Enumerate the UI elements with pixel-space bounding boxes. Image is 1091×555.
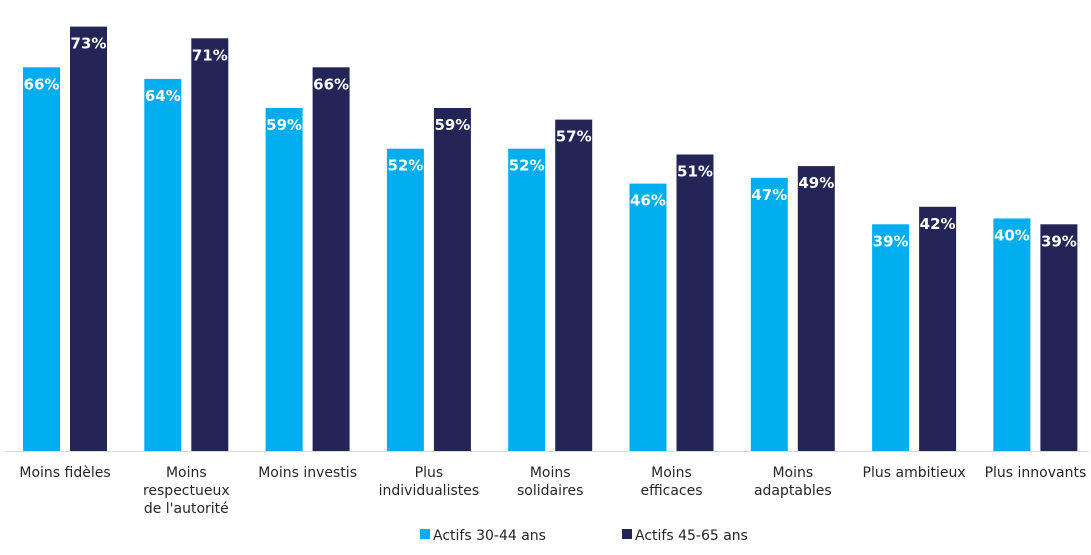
data-label: 39% bbox=[1041, 232, 1077, 250]
data-label: 51% bbox=[677, 163, 713, 181]
category-labels-layer: Moins fidèles Moins respectueux de l'autori… bbox=[19, 465, 1086, 517]
category-label: Moins bbox=[772, 465, 813, 481]
data-label: 71% bbox=[192, 46, 228, 64]
category-label: efficaces bbox=[640, 483, 702, 499]
data-label: 49% bbox=[798, 174, 834, 192]
bar-1-5 bbox=[508, 148, 546, 451]
category-label: Plus innovants bbox=[985, 465, 1087, 481]
bar-1-4 bbox=[386, 148, 424, 451]
legend: Actifs 30-44 ans Actifs 45-65 ans bbox=[420, 528, 748, 544]
value-labels-layer: 66% 73% 64% 71% 59% 66% 52% 59% 52% 57% 46% 51% 47% 4… bbox=[24, 35, 1077, 251]
data-label: 64% bbox=[145, 87, 181, 105]
bar-1-7 bbox=[750, 177, 788, 452]
legend-swatch-2 bbox=[622, 529, 632, 539]
bar-1-2 bbox=[144, 78, 182, 452]
category-label: Moins fidèles bbox=[19, 465, 110, 481]
data-label: 40% bbox=[994, 227, 1030, 245]
legend-label-2: Actifs 45-65 ans bbox=[635, 528, 748, 544]
data-label: 57% bbox=[556, 128, 592, 146]
category-label: adaptables bbox=[754, 483, 832, 499]
bar-1-3 bbox=[265, 108, 303, 451]
bar-2-6 bbox=[676, 154, 714, 451]
legend-label-1: Actifs 30-44 ans bbox=[433, 528, 546, 544]
category-label: Plus bbox=[415, 465, 444, 481]
category-label: individualistes bbox=[379, 483, 480, 499]
bar-2-1 bbox=[70, 26, 107, 451]
data-label: 46% bbox=[630, 192, 666, 210]
bar-2-5 bbox=[555, 119, 593, 451]
category-label: solidaires bbox=[517, 483, 583, 499]
data-label: 52% bbox=[387, 157, 423, 175]
bar-2-2 bbox=[191, 38, 229, 452]
legend-swatch-1 bbox=[420, 529, 430, 539]
category-label: Plus ambitieux bbox=[863, 465, 966, 481]
data-label: 39% bbox=[873, 232, 909, 250]
data-label: 59% bbox=[266, 116, 302, 134]
data-label: 52% bbox=[509, 157, 545, 175]
category-label: respectueux bbox=[143, 483, 230, 499]
data-label: 73% bbox=[71, 35, 107, 53]
bar-1-6 bbox=[629, 183, 667, 451]
category-label: Moins investis bbox=[258, 465, 357, 481]
category-label: Moins bbox=[530, 465, 571, 481]
data-label: 66% bbox=[24, 75, 60, 93]
data-label: 42% bbox=[920, 215, 956, 233]
data-label: 66% bbox=[313, 75, 349, 93]
bars-layer bbox=[23, 26, 1078, 452]
bar-1-1 bbox=[23, 67, 60, 452]
category-label: Moins bbox=[166, 465, 207, 481]
bar-2-3 bbox=[312, 67, 350, 452]
bar-2-9 bbox=[1040, 224, 1078, 451]
category-label: de l'autorité bbox=[144, 501, 229, 517]
bar-2-4 bbox=[433, 108, 471, 451]
data-label: 59% bbox=[434, 116, 470, 134]
bar-1-8 bbox=[872, 224, 910, 451]
bar-1-9 bbox=[993, 218, 1031, 451]
bar-2-8 bbox=[919, 206, 957, 451]
category-label: Moins bbox=[651, 465, 692, 481]
data-label: 47% bbox=[751, 186, 787, 204]
bar-2-7 bbox=[797, 166, 835, 451]
